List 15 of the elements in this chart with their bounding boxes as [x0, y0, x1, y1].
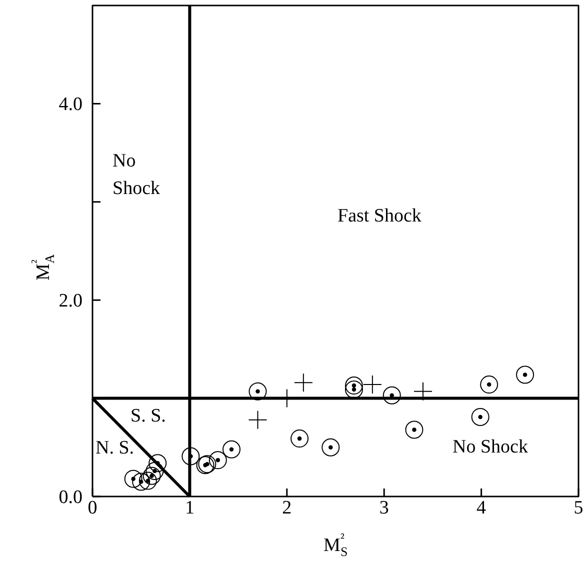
x-tick-label: 1	[184, 498, 194, 518]
y-tick-label: 4.0	[58, 94, 82, 116]
annotation: No Shock	[452, 436, 528, 458]
annotation: S. S.	[130, 406, 166, 426]
y-tick-label: 2.0	[58, 290, 82, 312]
annotation: No Shock	[112, 150, 160, 199]
x-tick-label: 2	[282, 498, 292, 518]
y-axis-title: MA²	[28, 254, 57, 280]
annotation: N. S.	[96, 438, 134, 458]
y-tick-label: 0.0	[58, 487, 82, 508]
x-tick-label: 4	[476, 498, 487, 518]
x-tick-label: 3	[379, 498, 389, 518]
annotation: Fast Shock	[338, 206, 422, 226]
x-tick-label: 0	[88, 498, 98, 518]
x-tick-label: 5	[574, 498, 584, 518]
